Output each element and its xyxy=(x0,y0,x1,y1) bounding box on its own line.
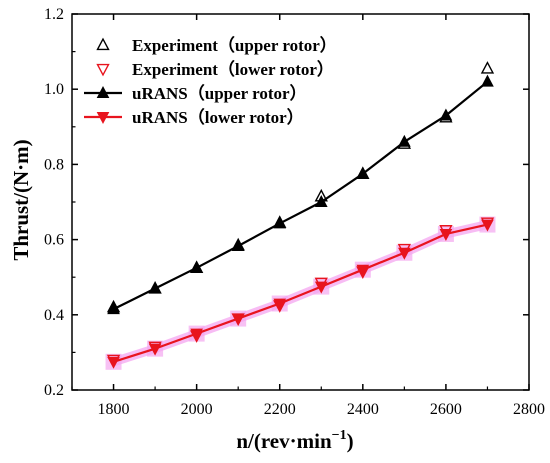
data-point xyxy=(190,260,203,273)
lower-rotor-shadow xyxy=(112,220,489,367)
data-point xyxy=(356,166,370,179)
y-axis-label: Thrust/(N·m) xyxy=(9,139,33,260)
data-point xyxy=(314,281,328,294)
legend-entry: uRANS（lower rotor） xyxy=(84,107,304,127)
y-tick-label: 1.0 xyxy=(44,81,64,98)
data-layer xyxy=(105,61,496,370)
y-tick-label: 0.6 xyxy=(44,232,64,249)
y-tick-label: 0.4 xyxy=(44,307,64,324)
data-point xyxy=(439,108,453,121)
data-point xyxy=(107,356,120,369)
x-tick-label: 2600 xyxy=(430,401,462,418)
legend-entry: Experiment（lower rotor） xyxy=(96,59,334,79)
y-tick-label: 0.2 xyxy=(44,382,64,399)
data-point xyxy=(356,264,370,277)
data-point xyxy=(107,302,120,315)
x-tick-label: 1800 xyxy=(98,401,130,418)
data-point xyxy=(481,74,494,87)
legend-label: uRANS（upper rotor） xyxy=(132,83,307,103)
x-tick-label: 2200 xyxy=(264,401,296,418)
data-point xyxy=(231,238,245,251)
legend-marker xyxy=(96,37,110,51)
series-line xyxy=(113,223,488,363)
series-line xyxy=(113,80,489,311)
x-tick-label: 2400 xyxy=(347,401,379,418)
data-point xyxy=(481,219,494,232)
data-point xyxy=(398,134,411,147)
data-point xyxy=(231,313,245,326)
axis-labels: n/(rev·min−1) Thrust/(N·m) xyxy=(9,139,354,453)
data-point xyxy=(439,229,453,241)
data-point xyxy=(148,343,162,356)
legend-label: uRANS（lower rotor） xyxy=(132,107,304,127)
legend-entry: uRANS（upper rotor） xyxy=(84,83,307,103)
data-point xyxy=(314,194,328,207)
x-tick-label: 2800 xyxy=(513,401,545,418)
legend-marker xyxy=(96,85,110,98)
legend-marker xyxy=(96,112,110,125)
legend-entry: Experiment（upper rotor） xyxy=(96,35,337,55)
y-tick-label: 1.2 xyxy=(44,6,64,23)
data-point xyxy=(273,298,287,311)
data-point xyxy=(398,247,411,260)
legend-marker xyxy=(96,63,110,77)
data-point xyxy=(148,281,162,294)
legend-label: Experiment（lower rotor） xyxy=(132,59,334,79)
y-tick-label: 0.8 xyxy=(44,156,64,173)
legend: Experiment（upper rotor） Experiment（lower … xyxy=(84,35,337,127)
data-point xyxy=(273,216,287,229)
legend-label: Experiment（upper rotor） xyxy=(132,35,337,55)
data-point xyxy=(190,328,203,341)
data-point xyxy=(480,61,495,74)
x-axis-label: n/(rev·min−1) xyxy=(236,428,353,453)
x-tick-label: 2000 xyxy=(181,401,213,418)
axis-ticks: 1800 2000 2200 2400 2600 2800 0.2 0.4 0.6 0.8 1.0 1… xyxy=(44,6,545,418)
